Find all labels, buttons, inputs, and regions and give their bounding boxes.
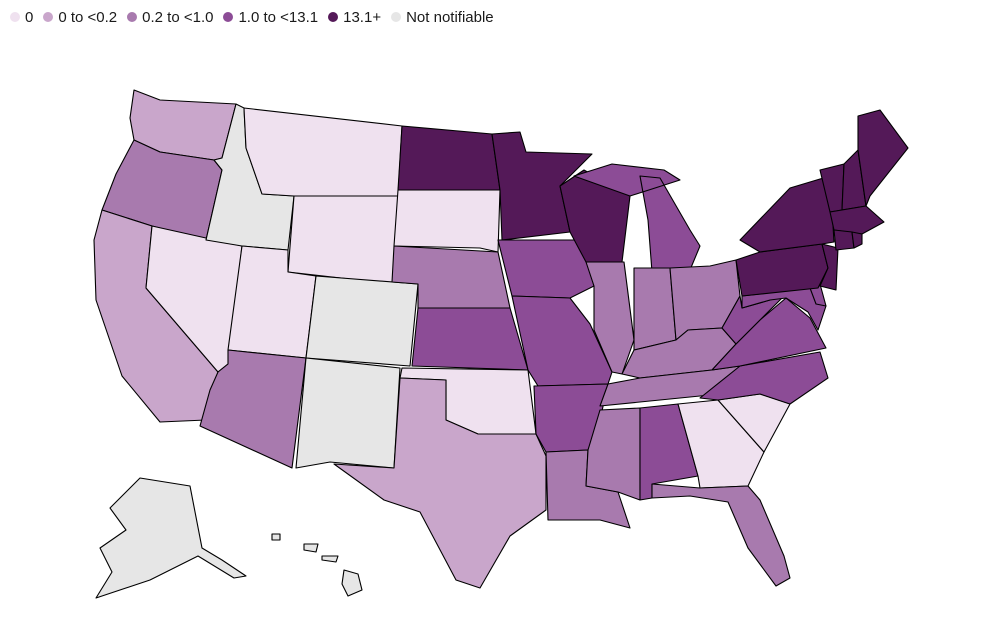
- legend-item: 0 to <0.2: [43, 9, 117, 26]
- state-NY[interactable]: [739, 175, 835, 253]
- state-PA[interactable]: [735, 243, 829, 297]
- legend-item: 0: [10, 9, 33, 26]
- state-CT[interactable]: [833, 229, 855, 251]
- state-MO[interactable]: [511, 295, 613, 387]
- state-AK[interactable]: [95, 477, 247, 599]
- legend-label: Not notifiable: [406, 8, 494, 26]
- state-WY[interactable]: [287, 195, 399, 285]
- state-FL[interactable]: [651, 483, 791, 587]
- legend-swatch: [127, 12, 138, 22]
- legend-label: 0.2 to <1.0: [142, 8, 214, 26]
- legend-label: 0 to <0.2: [58, 8, 118, 26]
- state-HI[interactable]: [271, 533, 363, 597]
- state-KS[interactable]: [411, 307, 529, 371]
- state-RI[interactable]: [851, 231, 863, 249]
- legend-swatch: [43, 12, 54, 22]
- legend-swatch: [10, 12, 20, 22]
- state-MI[interactable]: [573, 163, 701, 273]
- legend-label: 13.1+: [343, 8, 382, 26]
- state-IA[interactable]: [497, 239, 595, 299]
- state-TX[interactable]: [333, 377, 547, 589]
- legend-swatch: [391, 12, 402, 22]
- state-MA[interactable]: [829, 205, 885, 235]
- state-ME[interactable]: [857, 109, 909, 207]
- state-MT[interactable]: [243, 107, 403, 197]
- legend-item: 13.1+: [328, 9, 381, 26]
- legend-label: 0: [25, 8, 34, 26]
- state-CO[interactable]: [305, 275, 419, 367]
- legend-item: 0.2 to <1.0: [127, 9, 213, 26]
- legend-item: Not notifiable: [391, 9, 494, 26]
- map-legend: 0 0 to <0.2 0.2 to <1.0 1.0 to <13.1 13.1+ No…: [10, 6, 494, 28]
- legend-label: 1.0 to <13.1: [238, 8, 319, 26]
- state-ND[interactable]: [397, 125, 501, 191]
- legend-item: 1.0 to <13.1: [223, 9, 318, 26]
- state-AZ[interactable]: [199, 349, 307, 469]
- state-SD[interactable]: [393, 189, 501, 253]
- legend-swatch: [223, 12, 234, 22]
- state-IN[interactable]: [633, 267, 677, 351]
- legend-swatch: [328, 12, 339, 22]
- state-IL[interactable]: [585, 261, 635, 375]
- state-NM[interactable]: [295, 357, 401, 469]
